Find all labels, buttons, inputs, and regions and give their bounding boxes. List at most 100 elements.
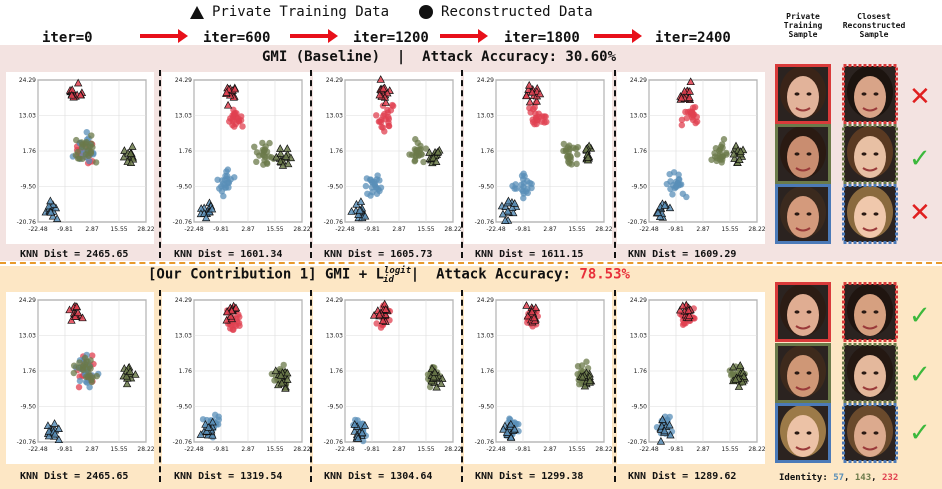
private-point [739, 372, 748, 380]
y-tick-label: 24.29 [630, 77, 647, 84]
x-tick-label: 2.87 [241, 446, 255, 453]
reconstructed-point [199, 416, 207, 423]
y-tick-label: -20.76 [17, 439, 37, 446]
private-point [735, 155, 744, 163]
y-tick-label: 1.76 [23, 368, 37, 375]
private-point [524, 85, 533, 93]
private-point [655, 212, 665, 220]
private-point [678, 301, 687, 310]
knn-dist: KNN Dist = 1289.62 [628, 471, 737, 482]
x-tick-label: -22.48 [639, 446, 659, 453]
reconstructed-point [720, 136, 728, 143]
x-tick-label: 2.87 [543, 446, 557, 453]
private-point [208, 417, 217, 426]
reconstructed-point [691, 315, 698, 322]
legend-private-label: Private Training Data [212, 4, 390, 20]
divider [461, 70, 463, 258]
y-tick-label: -20.76 [475, 439, 495, 446]
reconstructed-point [253, 149, 261, 156]
private-point [350, 420, 359, 428]
reconstructed-point [86, 143, 94, 150]
private-point [675, 305, 685, 314]
private-point [76, 90, 85, 99]
y-tick-label: -9.50 [327, 404, 343, 411]
reconstructed-face [842, 282, 898, 342]
private-point [276, 149, 285, 157]
y-tick-label: 13.03 [477, 333, 494, 340]
reconstructed-point [669, 191, 676, 198]
reconstructed-point [235, 115, 242, 122]
reconstructed-point [530, 105, 537, 113]
x-tick-label: 15.55 [266, 446, 283, 453]
reconstructed-point [266, 139, 273, 147]
private-point [677, 93, 686, 102]
x-tick-label: 28.22 [444, 446, 461, 453]
private-point [126, 158, 136, 167]
reconstructed-point [422, 145, 430, 152]
y-tick-label: 13.03 [175, 333, 192, 340]
row-separator [0, 262, 942, 264]
y-tick-label: 13.03 [326, 113, 343, 120]
x-tick-label: -22.48 [184, 226, 204, 233]
reconstructed-point [89, 352, 96, 359]
private-face [775, 124, 831, 184]
private-point [436, 379, 446, 387]
private-point [44, 201, 54, 210]
y-tick-label: 13.03 [19, 113, 36, 120]
reconstructed-point [420, 158, 427, 166]
y-tick-label: 24.29 [175, 297, 192, 304]
x-tick-label: 2.87 [85, 226, 99, 233]
private-point [578, 372, 587, 381]
private-point [432, 157, 441, 165]
reconstructed-point [88, 132, 95, 139]
divider [614, 70, 616, 258]
reconstructed-face [842, 64, 898, 124]
reconstructed-point [253, 158, 260, 166]
y-tick-label: -9.50 [20, 404, 36, 411]
private-point [535, 89, 545, 98]
private-point [525, 80, 534, 89]
x-tick-label: 28.22 [137, 226, 154, 233]
divider [159, 290, 161, 482]
scatter-plot: -22.48 -9.81 2.87 15.55 28.22 24.29 13.03 1.76 -… [617, 292, 765, 464]
reconstructed-point [75, 383, 83, 391]
circle-icon [419, 5, 434, 19]
y-tick-label: 13.03 [19, 333, 36, 340]
x-tick-label: -22.48 [184, 446, 204, 453]
reconstructed-point [409, 151, 416, 159]
reconstructed-point [216, 185, 223, 192]
y-tick-label: 24.29 [326, 77, 343, 84]
reconstructed-point [359, 437, 367, 445]
private-point [736, 361, 745, 369]
reconstructed-point [717, 143, 725, 150]
x-tick-label: -9.81 [57, 446, 73, 453]
reconstructed-point [568, 161, 575, 168]
private-point [231, 303, 241, 312]
x-tick-label: -9.81 [668, 226, 684, 233]
reconstructed-point [219, 180, 227, 188]
private-point [736, 147, 745, 155]
reconstructed-point [83, 128, 90, 136]
arrow-icon [594, 29, 642, 43]
private-point [44, 431, 54, 440]
reconstructed-point [680, 320, 688, 327]
reconstructed-point [667, 178, 674, 185]
iter-label-3: iter=1800 [504, 30, 580, 46]
x-tick-label: -22.48 [486, 446, 506, 453]
private-point [381, 98, 390, 106]
scatter-plot: -22.48 -9.81 2.87 15.55 28.22 24.29 13.03 1.76 -… [6, 292, 154, 464]
arrow-icon [440, 29, 488, 43]
private-point [46, 207, 56, 216]
private-point [583, 153, 593, 161]
x-tick-label: -9.81 [668, 446, 684, 453]
reconstructed-point [229, 112, 236, 119]
private-point [354, 210, 363, 218]
reconstructed-point [526, 179, 534, 187]
reconstructed-point [224, 166, 232, 173]
reconstructed-point [412, 147, 420, 154]
check-icon: ✓ [909, 144, 931, 174]
private-point [498, 209, 508, 218]
reconstructed-point [574, 151, 581, 158]
private-point [686, 77, 695, 86]
reconstructed-point [280, 361, 287, 369]
